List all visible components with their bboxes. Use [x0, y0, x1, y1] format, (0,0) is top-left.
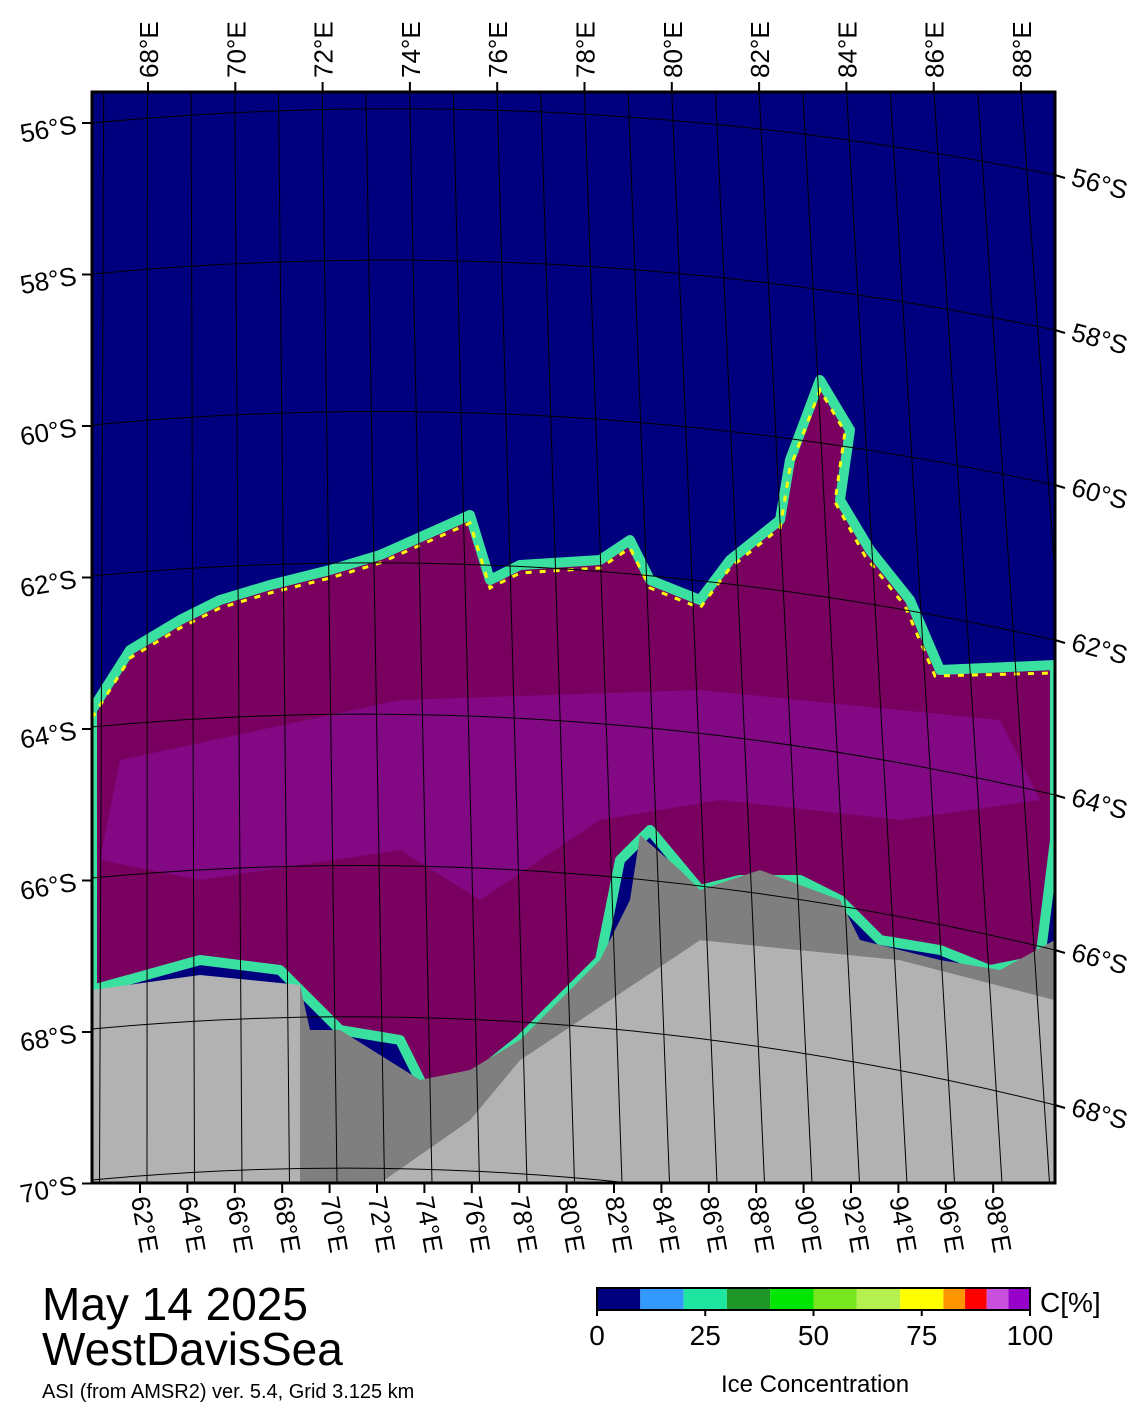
- colorbar-segment: [1008, 1288, 1030, 1310]
- left-lat-label: 62°S: [18, 564, 79, 603]
- bottom-lon-label: 76°E: [457, 1194, 496, 1255]
- left-lat-label: 68°S: [18, 1018, 79, 1057]
- bottom-lon-label: 80°E: [552, 1194, 591, 1255]
- top-lon-label: 68°E: [134, 21, 164, 78]
- colorbar-segment: [640, 1288, 683, 1310]
- colorbar-tick-label: 50: [798, 1320, 829, 1351]
- colorbar-segment: [684, 1288, 727, 1310]
- left-lat-label: 70°S: [18, 1170, 79, 1209]
- bottom-lon-label: 72°E: [362, 1194, 401, 1255]
- top-lon-label: 82°E: [745, 21, 775, 78]
- top-lon-label: 88°E: [1007, 21, 1037, 78]
- top-lon-label: 70°E: [221, 21, 251, 78]
- colorbar-tick-label: 75: [906, 1320, 937, 1351]
- colorbar-segment: [597, 1288, 640, 1310]
- bottom-lon-label: 96°E: [931, 1194, 970, 1255]
- map-area: [0, 92, 1144, 1260]
- source-note: ASI (from AMSR2) ver. 5.4, Grid 3.125 km: [42, 1381, 414, 1403]
- colorbar-label: Ice Concentration: [721, 1371, 909, 1398]
- colorbar-tick-label: 100: [1007, 1320, 1054, 1351]
- right-lat-label: 58°S: [1068, 317, 1131, 361]
- top-lon-label: 84°E: [832, 21, 862, 78]
- top-lon-label: 80°E: [658, 21, 688, 78]
- colorbar-segment: [814, 1288, 857, 1310]
- right-lat-label: 56°S: [1068, 162, 1131, 206]
- bottom-lon-label: 86°E: [694, 1194, 733, 1255]
- colorbar-segment: [857, 1288, 900, 1310]
- bottom-lon-label: 90°E: [789, 1194, 828, 1255]
- bottom-lon-label: 68°E: [267, 1194, 306, 1255]
- right-lat-label: 62°S: [1068, 627, 1131, 671]
- colorbar-segment: [727, 1288, 770, 1310]
- colorbar-segment: [770, 1288, 813, 1310]
- colorbar-segment: [943, 1288, 965, 1310]
- bottom-lon-label: 62°E: [125, 1194, 164, 1255]
- bottom-lon-label: 64°E: [172, 1194, 211, 1255]
- right-lat-label: 60°S: [1068, 472, 1131, 516]
- left-lat-label: 56°S: [18, 109, 79, 148]
- left-lat-label: 66°S: [18, 867, 79, 906]
- bottom-lon-label: 84°E: [646, 1194, 685, 1255]
- bottom-lon-label: 74°E: [409, 1194, 448, 1255]
- bottom-lon-label: 88°E: [741, 1194, 780, 1255]
- bottom-lon-label: 92°E: [836, 1194, 875, 1255]
- longitude-line: [5, 92, 17, 1183]
- longitude-line: [52, 92, 60, 1183]
- left-lat-label: 64°S: [18, 715, 79, 754]
- right-lat-label: 64°S: [1068, 782, 1131, 826]
- colorbar-segment: [965, 1288, 987, 1310]
- colorbar-tick-label: 0: [589, 1320, 605, 1351]
- bottom-lon-label: 70°E: [315, 1194, 354, 1255]
- top-lon-label: 76°E: [483, 21, 513, 78]
- bottom-lon-label: 78°E: [504, 1194, 543, 1255]
- bottom-lon-label: 66°E: [220, 1194, 259, 1255]
- colorbar-segment: [987, 1288, 1009, 1310]
- left-lat-label: 58°S: [18, 261, 79, 300]
- bottom-lon-label: 94°E: [883, 1194, 922, 1255]
- region-title: WestDavisSea: [42, 1323, 343, 1375]
- top-lon-label: 72°E: [309, 21, 339, 78]
- bottom-lon-label: 82°E: [599, 1194, 638, 1255]
- top-lon-label: 78°E: [571, 21, 601, 78]
- colorbar-tick-label: 25: [690, 1320, 721, 1351]
- right-lat-label: 68°S: [1068, 1092, 1131, 1136]
- top-lon-label: 86°E: [920, 21, 950, 78]
- left-lat-label: 60°S: [18, 412, 79, 451]
- right-lat-label: 66°S: [1068, 937, 1131, 981]
- colorbar-segment: [900, 1288, 943, 1310]
- colorbar-unit: C[%]: [1040, 1287, 1101, 1318]
- bottom-lon-label: 98°E: [978, 1194, 1017, 1255]
- top-lon-label: 74°E: [396, 21, 426, 78]
- colorbar: 0 25 50 75 100: [589, 1288, 1053, 1351]
